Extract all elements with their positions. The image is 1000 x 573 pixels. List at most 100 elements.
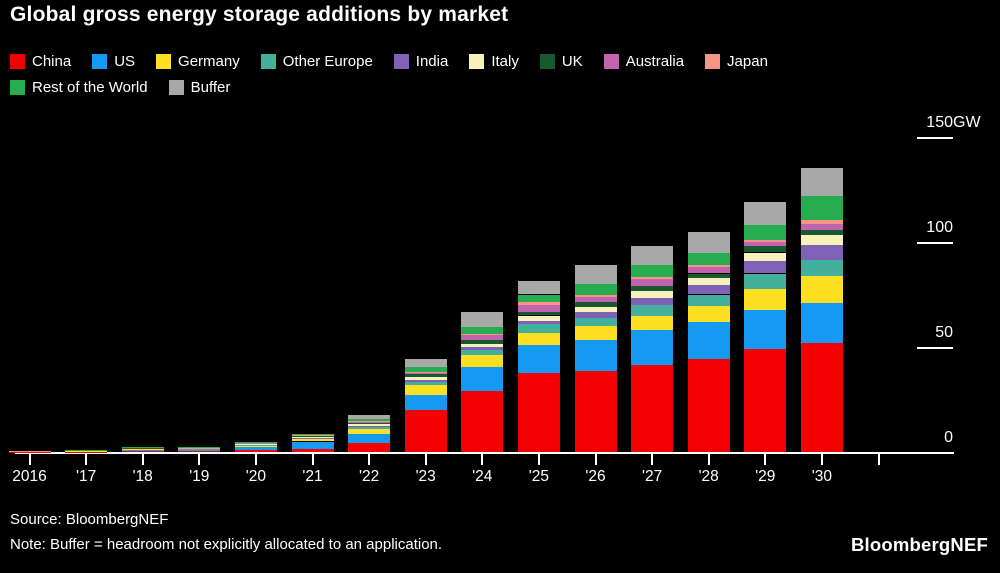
bar-segment-germany bbox=[631, 315, 674, 331]
bar-segment-china bbox=[517, 373, 560, 452]
bar-segment-buffer bbox=[687, 231, 730, 253]
bar-segment-australia bbox=[461, 335, 504, 340]
x-axis-label: 2016 bbox=[12, 468, 47, 485]
bar-segment-australia bbox=[574, 296, 617, 302]
bar-segment-australia bbox=[631, 278, 674, 287]
bar-segment-china bbox=[234, 449, 277, 452]
bar-segment-italy bbox=[800, 235, 843, 246]
bar-segment-us bbox=[687, 321, 730, 359]
bar-segment-australia bbox=[517, 305, 560, 313]
bar-segment-italy bbox=[744, 252, 787, 261]
legend-label: Buffer bbox=[190, 79, 231, 96]
bar-segment-japan bbox=[687, 265, 730, 268]
bar-segment-us bbox=[178, 450, 221, 452]
legend-swatch bbox=[469, 54, 485, 69]
bar-segment-italy bbox=[404, 376, 447, 380]
legend-label: Australia bbox=[625, 53, 685, 70]
legend-label: China bbox=[32, 53, 72, 70]
bar-segment-other-europe bbox=[744, 273, 787, 290]
bar-segment-rest-of-the-world bbox=[687, 252, 730, 266]
bar-segment-italy bbox=[348, 424, 391, 426]
x-axis-label: '24 bbox=[472, 468, 493, 485]
bar-segment-italy bbox=[687, 277, 730, 286]
bar-segment-australia bbox=[291, 435, 334, 437]
legend-label: Italy bbox=[491, 53, 519, 70]
x-axis-tick bbox=[537, 454, 540, 465]
bar-segment-italy bbox=[517, 315, 560, 321]
bar-segment-china bbox=[404, 410, 447, 452]
note-text: Note: Buffer = headroom not explicitly a… bbox=[10, 536, 443, 553]
bar-segment-other-europe bbox=[574, 317, 617, 326]
bar-segment-japan bbox=[348, 421, 391, 422]
legend-item-buffer: Buffer bbox=[168, 79, 231, 96]
legend-item-china: China bbox=[10, 53, 71, 70]
bar-segment-us bbox=[121, 449, 164, 451]
bar-segment-australia bbox=[687, 267, 730, 274]
legend-label: Japan bbox=[727, 53, 768, 70]
bar-segment-us bbox=[631, 330, 674, 365]
x-axis-label: '27 bbox=[641, 468, 663, 485]
bar-segment-us bbox=[65, 450, 108, 452]
bloombergnef-logo: BloombergNEF bbox=[850, 534, 988, 555]
bar-segment-india bbox=[744, 260, 787, 274]
y-axis-label: 100 bbox=[926, 219, 953, 236]
bar-segment-china bbox=[461, 391, 504, 452]
bar-segment-uk bbox=[348, 423, 391, 425]
bar-segment-us bbox=[291, 441, 334, 449]
bar-segment-us bbox=[404, 395, 447, 410]
bar-segment-other-europe bbox=[348, 426, 391, 430]
bar-segment-uk bbox=[631, 286, 674, 292]
bar-segment-india bbox=[404, 379, 447, 382]
bar-segment-rest-of-the-world bbox=[461, 327, 504, 335]
bar-segment-india bbox=[800, 245, 843, 260]
chart-title: Global gross energy storage additions by… bbox=[10, 3, 509, 26]
legend-item-uk: UK bbox=[539, 53, 583, 70]
legend-item-india: India bbox=[393, 53, 449, 70]
bar-segment-other-europe bbox=[631, 305, 674, 316]
legend-swatch bbox=[539, 54, 555, 69]
bar-segment-germany bbox=[291, 439, 334, 442]
bar-segment-us bbox=[461, 366, 504, 392]
bar-segment-buffer bbox=[800, 168, 843, 197]
bar-segment-rest-of-the-world bbox=[517, 294, 560, 302]
bar-segment-germany bbox=[348, 429, 391, 435]
legend-swatch bbox=[705, 54, 721, 69]
bar-segment-us bbox=[574, 339, 617, 372]
bar-segment-germany bbox=[121, 448, 164, 450]
bar-segment-rest-of-the-world bbox=[348, 419, 391, 422]
bar-segment-italy bbox=[461, 343, 504, 347]
x-axis-tick bbox=[707, 454, 710, 465]
bar-segment-japan bbox=[800, 219, 843, 224]
y-axis-unit: GW bbox=[953, 114, 981, 131]
legend-item-rest-of-the-world: Rest of the World bbox=[10, 79, 148, 96]
x-axis-tick bbox=[424, 454, 427, 465]
legend-label: Rest of the World bbox=[32, 79, 148, 96]
x-axis-tick bbox=[368, 454, 371, 465]
bar-segment-japan bbox=[404, 371, 447, 373]
bar-segment-rest-of-the-world bbox=[574, 284, 617, 295]
x-axis-label: '23 bbox=[415, 468, 436, 485]
legend-item-italy: Italy bbox=[469, 53, 519, 70]
bar-segment-japan bbox=[461, 334, 504, 336]
x-axis-label: '28 bbox=[698, 468, 719, 485]
x-axis-label: '22 bbox=[358, 468, 380, 485]
bar-segment-us bbox=[800, 302, 843, 343]
bar-segment-uk bbox=[291, 436, 334, 437]
bar-segment-china bbox=[348, 442, 391, 452]
bar-segment-uk bbox=[234, 443, 277, 445]
legend-label: India bbox=[415, 53, 449, 70]
legend-swatch bbox=[260, 54, 276, 69]
x-axis-line bbox=[15, 452, 954, 454]
y-axis-label: 50 bbox=[935, 324, 953, 341]
x-axis-tick bbox=[85, 454, 88, 465]
bar-segment-us bbox=[234, 447, 277, 450]
bar-segment-other-europe bbox=[234, 444, 277, 446]
legend-label: US bbox=[114, 53, 136, 70]
y-axis-label: 150 GW bbox=[926, 114, 981, 131]
x-axis-label: '18 bbox=[132, 468, 153, 485]
bar-segment-buffer bbox=[404, 359, 447, 367]
bar-segment-uk bbox=[800, 230, 843, 236]
bar-segment-australia bbox=[744, 242, 787, 247]
bar-segment-us bbox=[744, 310, 787, 350]
x-axis-tick bbox=[877, 454, 880, 465]
